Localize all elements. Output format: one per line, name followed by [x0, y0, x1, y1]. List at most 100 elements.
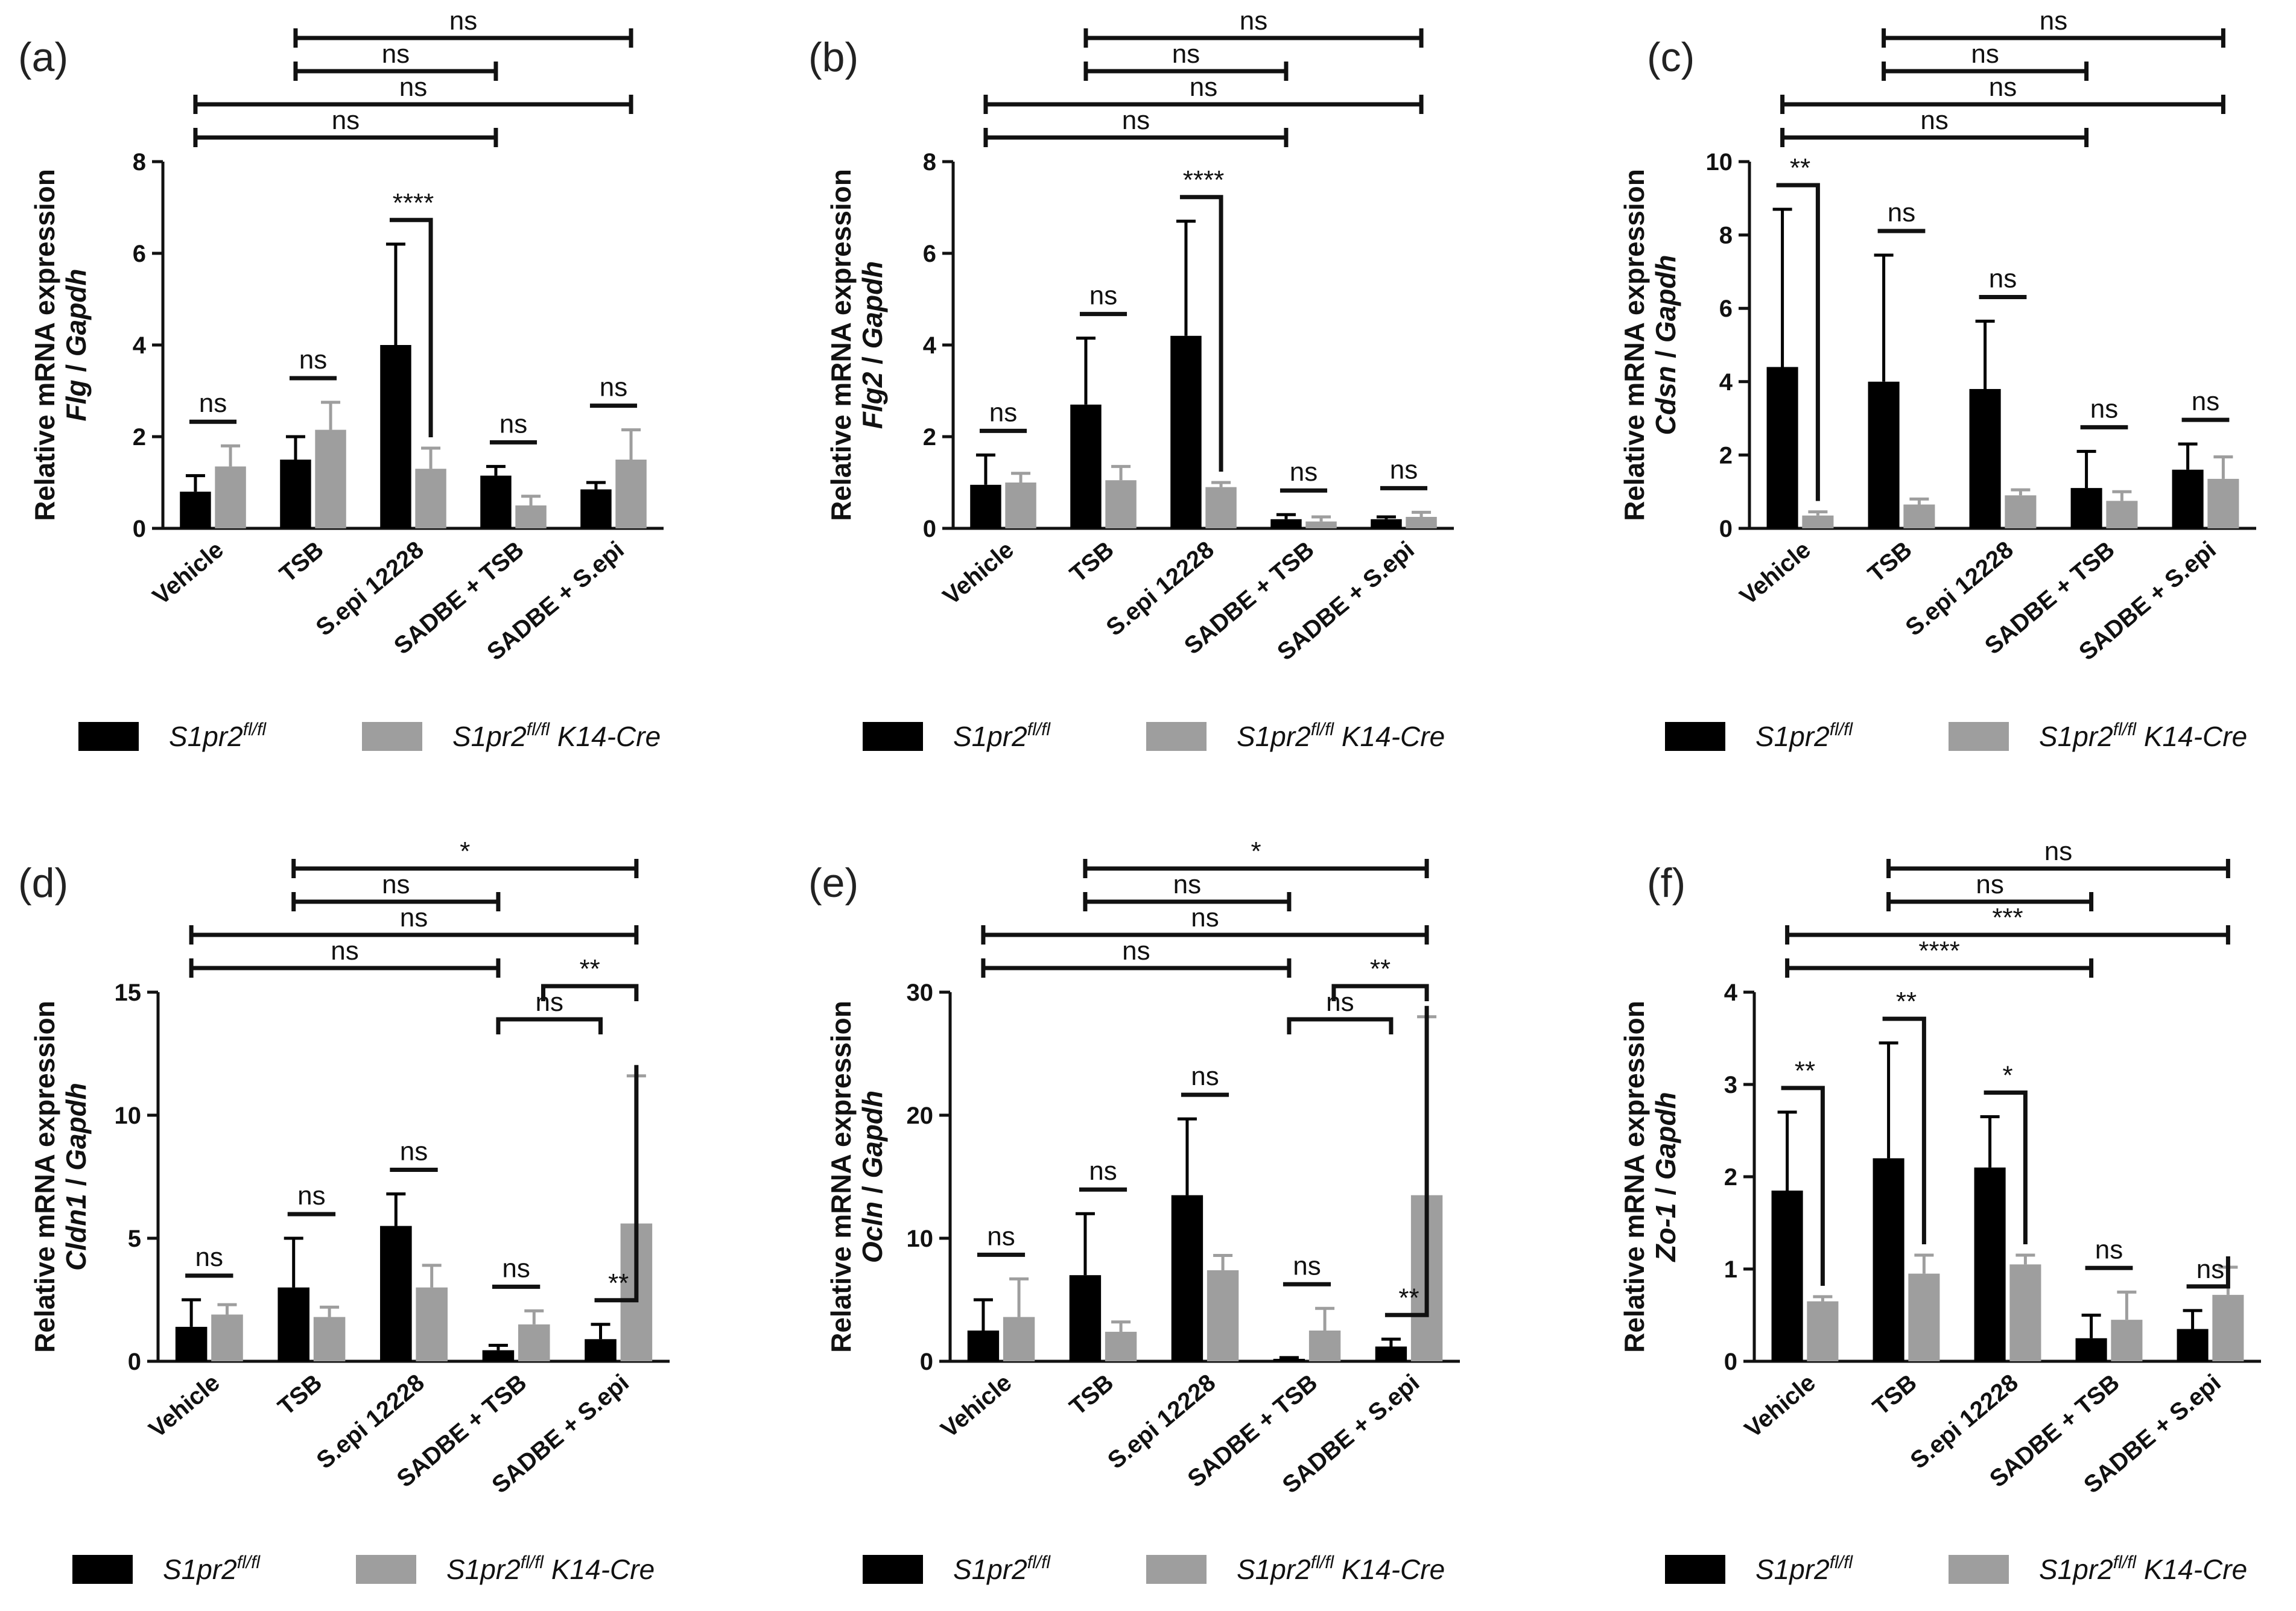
y-tick-label: 8: [1719, 223, 1733, 249]
bar-fl: [2172, 469, 2204, 528]
sig-label: ns: [1122, 936, 1150, 966]
x-tick-label: Vehicle: [936, 1369, 1016, 1443]
bar-cre: [1908, 1273, 1940, 1361]
bar-cre: [2207, 478, 2239, 528]
sig-label: ns: [449, 6, 477, 36]
legend-cre-suffix: K14-Cre: [2136, 721, 2247, 752]
legend: S1pr2fl/fl S1pr2fl/fl K14-Cre: [863, 1552, 1445, 1585]
y-tick-label: 2: [1724, 1164, 1737, 1191]
y-axis-label: Relative mRNA expression Flg / Gapdh: [29, 169, 92, 521]
legend-cre-suffix: K14-Cre: [544, 1554, 655, 1585]
bar-cre: [1903, 504, 1935, 528]
legend-swatch-fl: [863, 722, 923, 751]
sig-label: *: [460, 837, 470, 866]
panel-f: (f) Relative mRNA expression Zo-1 / Gapdh 0…: [1619, 837, 2261, 1585]
y-axis-label: Relative mRNA expression Cdsn / Gapdh: [1619, 169, 1681, 521]
y-axis-label-line2: Cldn1 / Gapdh: [60, 1083, 92, 1271]
bar-cre: [2005, 495, 2037, 528]
legend-fl-sup: fl/fl: [1027, 720, 1051, 739]
y-axis-label-line1: Relative mRNA expression: [1619, 1001, 1650, 1353]
legend-fl-name: S1pr2: [1755, 1554, 1830, 1585]
y-axis-separator: /: [60, 356, 92, 379]
x-tick-label: Vehicle: [1740, 1369, 1821, 1443]
bar-fl: [1070, 404, 1102, 528]
bar-fl: [970, 484, 1001, 528]
y-tick-label: 5: [128, 1226, 141, 1252]
legend-label-fl: S1pr2fl/fl: [163, 1552, 261, 1585]
bar-fl: [280, 460, 311, 528]
panel-letter: (f): [1647, 860, 1686, 906]
sig-label: ns: [1089, 1156, 1117, 1186]
sig-bracket: [594, 1065, 639, 1303]
y-axis-label-line2: Flg / Gapdh: [60, 269, 92, 422]
bar-fl: [482, 1350, 515, 1361]
sig-label: ns: [1173, 870, 1201, 899]
bar-fl: [1766, 367, 1798, 528]
panel-letter: (d): [18, 860, 68, 906]
legend-cre-name: S1pr2: [1237, 1554, 1311, 1585]
x-tick-label: TSB: [1065, 1369, 1119, 1420]
sig-label: ns: [1172, 39, 1200, 69]
sig-label: **: [1896, 987, 1917, 1016]
sig-label: ns: [502, 1253, 530, 1283]
legend-label-fl: S1pr2fl/fl: [953, 720, 1051, 752]
sig-label: ns: [299, 345, 327, 375]
sig-label: ****: [393, 188, 434, 218]
legend-cre-name: S1pr2: [1237, 721, 1311, 752]
sig-label: *: [2002, 1061, 2012, 1090]
sig-label: *: [1251, 837, 1261, 866]
bar-fl: [2177, 1329, 2209, 1361]
bar-fl: [2075, 1338, 2107, 1361]
sig-label: ns: [399, 72, 427, 102]
sig-label: ns: [331, 936, 358, 966]
bar-cre: [2009, 1264, 2041, 1361]
sig-label: ns: [535, 987, 563, 1017]
y-tick-label: 0: [128, 1349, 141, 1375]
legend-label-cre: S1pr2fl/fl K14-Cre: [446, 1552, 655, 1585]
legend-label-cre: S1pr2fl/fl K14-Cre: [452, 720, 661, 752]
sig-bracket-between: [541, 984, 639, 1001]
y-tick-label: 8: [133, 149, 146, 176]
sig-label: ns: [1191, 903, 1219, 932]
legend-fl-sup: fl/fl: [1830, 1552, 1854, 1572]
y-axis-gene: Flg2: [857, 372, 888, 429]
y-axis-gene: Zo-1: [1650, 1203, 1681, 1262]
sig-label: ns: [1989, 72, 2017, 102]
y-tick-label: 1: [1724, 1256, 1737, 1283]
legend-label-fl: S1pr2fl/fl: [169, 720, 267, 752]
y-axis-label: Relative mRNA expression Cldn1 / Gapdh: [29, 1001, 92, 1353]
bar-fl: [1069, 1275, 1102, 1361]
legend: S1pr2fl/fl S1pr2fl/fl K14-Cre: [863, 720, 1445, 752]
bar-cre: [2106, 501, 2138, 528]
legend-fl-name: S1pr2: [953, 1554, 1027, 1585]
y-tick-label: 20: [907, 1103, 934, 1129]
bar-fl: [1171, 1195, 1203, 1361]
y-tick-label: 10: [1706, 149, 1733, 176]
bar-fl: [1170, 335, 1202, 528]
y-axis-label: Relative mRNA expression Zo-1 / Gapdh: [1619, 1001, 1681, 1353]
bar-fl: [1969, 388, 2001, 528]
legend-cre-sup: fl/fl: [2113, 1552, 2137, 1572]
legend-fl-sup: fl/fl: [1830, 720, 1854, 739]
y-axis-separator: /: [60, 1171, 92, 1194]
sig-label: ns: [332, 106, 360, 135]
sig-bracket: [1384, 1005, 1429, 1317]
bar-fl: [580, 489, 612, 528]
legend-cre-suffix: K14-Cre: [550, 721, 661, 752]
sig-label: ns: [1989, 264, 2017, 293]
sig-label: ns: [1326, 987, 1354, 1017]
legend: S1pr2fl/fl S1pr2fl/fl K14-Cre: [72, 1552, 655, 1585]
panel-a: (a) Relative mRNA expression Flg / Gapdh 0 2…: [18, 6, 664, 752]
legend-cre-suffix: K14-Cre: [1334, 721, 1445, 752]
sig-label: **: [1795, 1056, 1815, 1086]
legend-swatch-fl: [72, 1555, 133, 1584]
legend-label-cre: S1pr2fl/fl K14-Cre: [1237, 720, 1445, 752]
bar-cre: [1003, 1317, 1035, 1361]
bar-cre: [415, 469, 446, 528]
legend-swatch-cre: [1146, 722, 1207, 751]
sig-label: ns: [987, 1221, 1015, 1251]
sig-label: ns: [499, 409, 527, 438]
x-tick-label: Vehicle: [148, 536, 229, 610]
legend-label-fl: S1pr2fl/fl: [1755, 720, 1853, 752]
